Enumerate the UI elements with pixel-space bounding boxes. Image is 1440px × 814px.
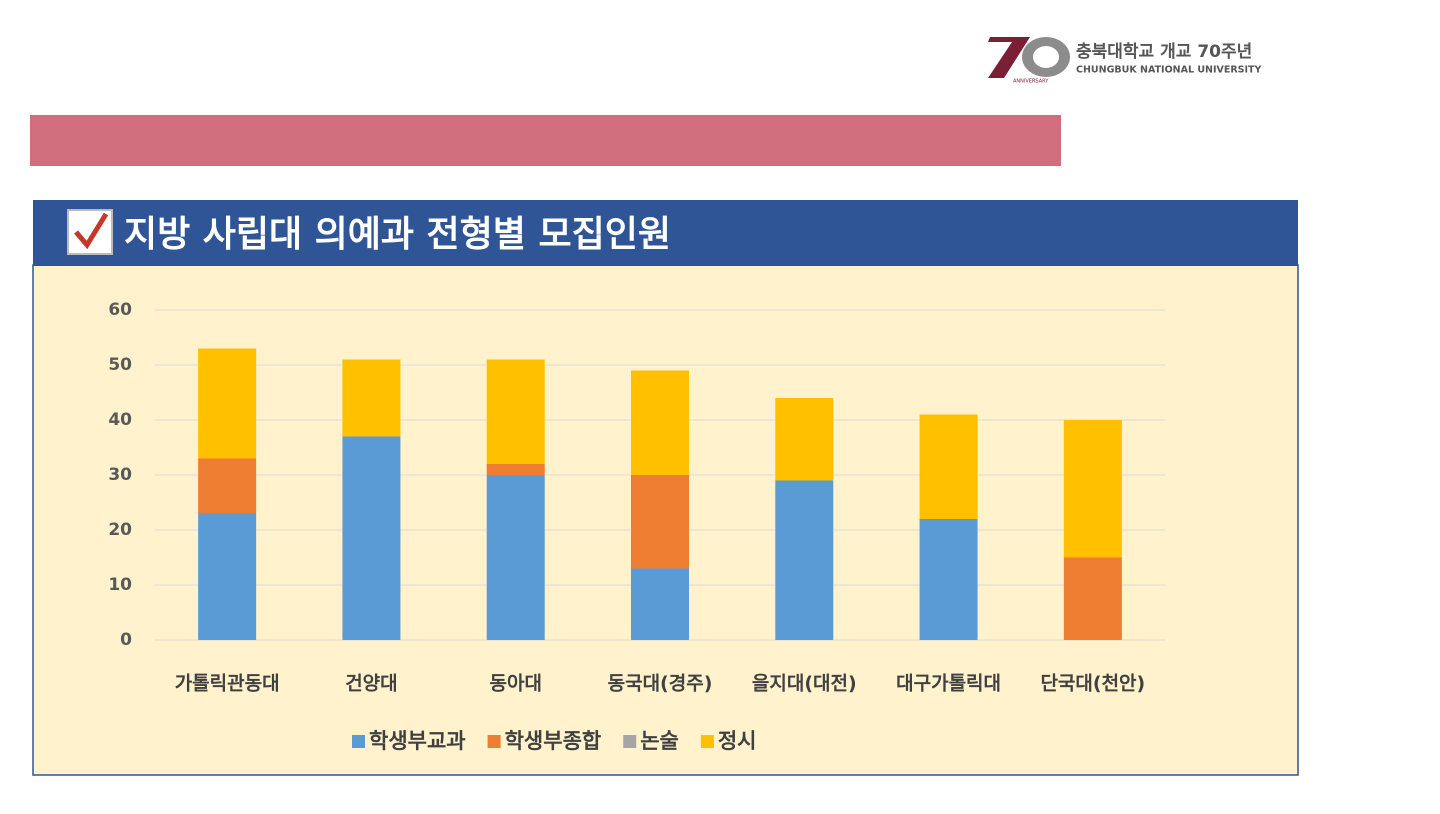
bar-segment [919, 414, 978, 519]
logo-name: 충북대학교 개교 70주년 [1076, 42, 1252, 62]
bar-segment [775, 480, 834, 640]
logo: 70 ANNIVERSARY 충북대학교 개교 70주년 CHUNGBUK NA… [988, 37, 1262, 85]
legend-swatch [352, 735, 365, 748]
chart-header [33, 200, 1298, 266]
legend-label: 논술 [640, 729, 679, 753]
bar-segment [342, 436, 401, 640]
bar-segment [631, 568, 689, 640]
checkbox-icon [67, 209, 113, 255]
logo-shape [1033, 46, 1059, 68]
y-tick-label: 50 [108, 355, 132, 375]
legend-label: 학생부교과 [369, 729, 466, 753]
chart-title: 지방 사립대 의예과 전형별 모집인원 [124, 214, 671, 255]
legend-swatch [487, 735, 501, 748]
y-tick-label: 30 [108, 465, 132, 485]
bar-segment [198, 513, 257, 640]
x-tick-label: 동아대 [489, 673, 541, 695]
bar-segment [198, 348, 257, 459]
bar-segment [631, 370, 689, 475]
legend-label: 학생부종합 [505, 729, 602, 753]
y-tick-label: 10 [108, 575, 132, 595]
x-tick-label: 가톨릭관동대 [175, 673, 280, 695]
legend-label: 정시 [718, 729, 757, 753]
y-tick-label: 0 [120, 630, 132, 650]
bar-segment [486, 475, 545, 640]
bar-segment [775, 398, 834, 481]
y-tick-label: 40 [108, 410, 132, 430]
logo-tagline: ANNIVERSARY [1013, 79, 1049, 85]
y-tick-label: 60 [108, 300, 132, 320]
bar-segment [486, 464, 545, 475]
bar-segment [919, 519, 978, 640]
bar-segment [486, 359, 545, 464]
bar-segment [631, 475, 689, 569]
legend-swatch [700, 735, 714, 748]
x-tick-label: 건양대 [345, 673, 397, 695]
title-band [30, 115, 1061, 166]
bar-segment [342, 359, 401, 437]
bar-segment [1063, 557, 1122, 640]
logo-shape [988, 37, 1030, 78]
bar-segment [198, 458, 257, 514]
y-tick-label: 20 [108, 520, 132, 540]
x-tick-label: 대구가톨릭대 [896, 673, 1001, 695]
logo-english: CHUNGBUK NATIONAL UNIVERSITY [1076, 65, 1262, 76]
x-tick-label: 단국대(천안) [1040, 673, 1145, 695]
legend-swatch [623, 735, 637, 748]
x-tick-label: 을지대(대전) [752, 673, 857, 695]
bar-segment [1063, 420, 1122, 558]
checkmark [74, 212, 109, 250]
x-tick-label: 동국대(경주) [608, 673, 713, 695]
